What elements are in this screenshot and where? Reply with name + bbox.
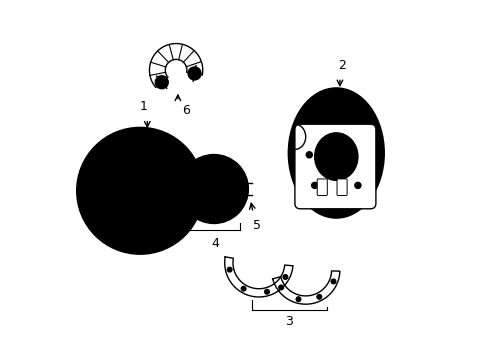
- Ellipse shape: [321, 140, 351, 173]
- Text: 4: 4: [211, 237, 219, 250]
- Circle shape: [241, 286, 245, 291]
- Polygon shape: [149, 44, 203, 87]
- Circle shape: [77, 128, 203, 254]
- Circle shape: [354, 101, 361, 108]
- Circle shape: [351, 100, 360, 109]
- Text: 1: 1: [140, 100, 147, 113]
- Circle shape: [311, 100, 320, 109]
- FancyBboxPatch shape: [317, 179, 326, 195]
- Circle shape: [217, 165, 225, 173]
- Ellipse shape: [314, 133, 357, 180]
- Circle shape: [131, 182, 149, 200]
- Text: 3: 3: [285, 315, 293, 328]
- Polygon shape: [224, 257, 292, 297]
- Circle shape: [354, 182, 361, 189]
- Text: 2: 2: [337, 59, 345, 72]
- Circle shape: [278, 285, 283, 290]
- Ellipse shape: [208, 175, 233, 203]
- Ellipse shape: [288, 88, 383, 218]
- Circle shape: [188, 67, 201, 80]
- Circle shape: [264, 289, 269, 294]
- Circle shape: [106, 157, 174, 225]
- Circle shape: [316, 294, 321, 299]
- Circle shape: [188, 189, 196, 197]
- Text: 6: 6: [182, 104, 190, 117]
- Circle shape: [295, 297, 301, 302]
- Circle shape: [82, 133, 197, 248]
- FancyBboxPatch shape: [336, 179, 346, 195]
- Circle shape: [311, 101, 317, 108]
- Circle shape: [224, 202, 231, 210]
- Circle shape: [190, 70, 198, 77]
- Circle shape: [330, 279, 335, 284]
- Circle shape: [179, 155, 247, 223]
- Circle shape: [226, 267, 232, 272]
- Circle shape: [125, 176, 154, 205]
- Circle shape: [136, 165, 143, 172]
- Circle shape: [283, 274, 287, 279]
- Ellipse shape: [212, 179, 229, 199]
- Polygon shape: [272, 271, 339, 304]
- Circle shape: [158, 78, 165, 86]
- Circle shape: [185, 160, 242, 218]
- FancyBboxPatch shape: [294, 124, 375, 209]
- Text: 5: 5: [253, 219, 261, 232]
- Circle shape: [305, 152, 312, 158]
- Circle shape: [117, 198, 124, 206]
- Circle shape: [155, 76, 168, 89]
- Circle shape: [156, 198, 163, 206]
- Circle shape: [311, 182, 317, 189]
- Circle shape: [336, 152, 343, 158]
- Ellipse shape: [292, 92, 380, 214]
- Circle shape: [87, 138, 193, 244]
